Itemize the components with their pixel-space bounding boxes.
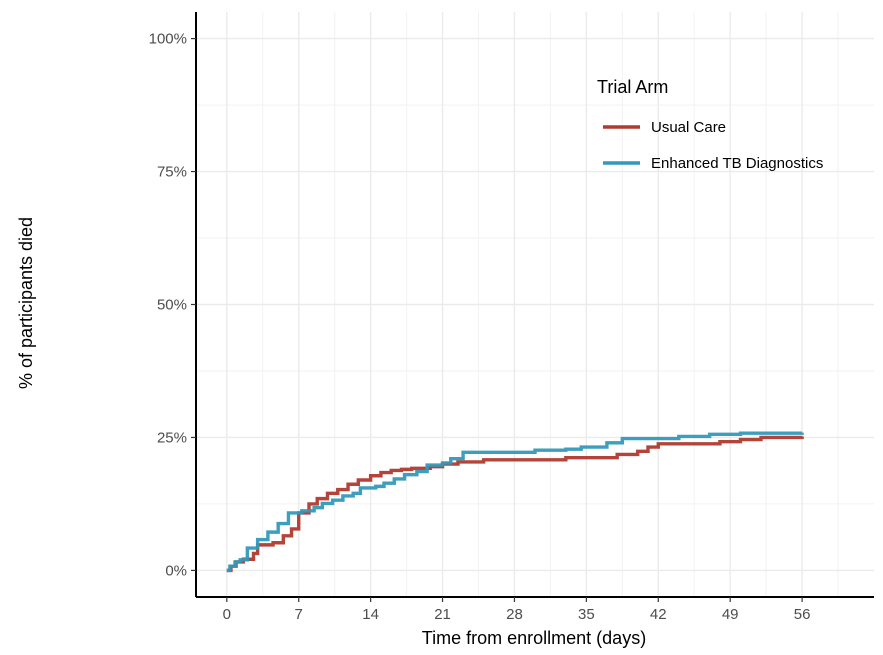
x-tick-label: 42 <box>650 606 667 623</box>
grid-lines <box>196 12 874 597</box>
x-tick-label: 7 <box>295 606 303 623</box>
x-tick-label: 49 <box>722 606 739 623</box>
x-tick-label: 21 <box>434 606 451 623</box>
x-tick-label: 56 <box>794 606 811 623</box>
legend: Trial Arm Usual Care Enhanced TB Diagnost… <box>597 77 823 172</box>
y-tick-label: 0% <box>165 562 187 579</box>
axis-ticks: 0 7 14 21 28 35 42 49 56 0% 25% 50% 75% 100% <box>149 31 811 623</box>
x-tick-label: 14 <box>362 606 379 623</box>
series-line-enhanced-tb-diagnostics <box>226 431 804 573</box>
y-tick-label: 25% <box>157 429 187 446</box>
x-axis-title: Time from enrollment (days) <box>422 628 646 648</box>
series-lines <box>226 431 804 573</box>
x-tick-label: 0 <box>223 606 231 623</box>
x-tick-label: 35 <box>578 606 595 623</box>
legend-label-enhanced-tb-diagnostics: Enhanced TB Diagnostics <box>651 155 823 172</box>
legend-label-usual-care: Usual Care <box>651 119 726 136</box>
y-tick-label: 50% <box>157 297 187 314</box>
x-tick-label: 28 <box>506 606 523 623</box>
y-tick-label: 100% <box>149 31 187 48</box>
legend-items: Usual Care Enhanced TB Diagnostics <box>603 119 823 172</box>
legend-title: Trial Arm <box>597 77 668 97</box>
y-tick-label: 75% <box>157 164 187 181</box>
series-line-usual-care <box>226 435 804 573</box>
y-axis-title: % of participants died <box>16 217 36 389</box>
